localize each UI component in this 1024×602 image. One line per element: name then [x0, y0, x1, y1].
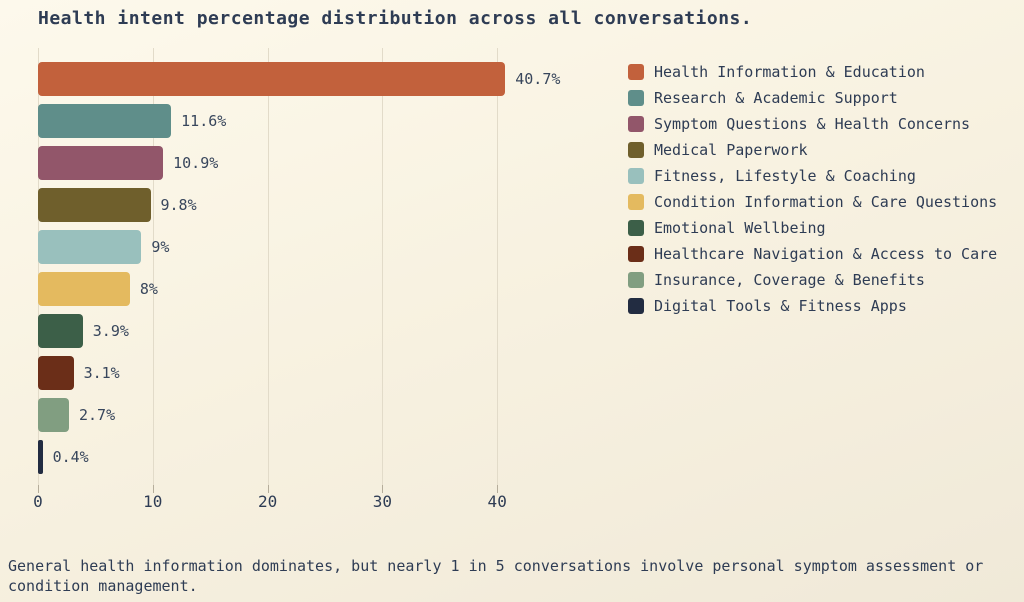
- footer-note: General health information dominates, bu…: [8, 557, 984, 595]
- legend-swatch: [628, 142, 644, 158]
- bar: [38, 188, 151, 222]
- legend-item: Research & Academic Support: [628, 85, 997, 111]
- bar-row: 40.7%: [38, 62, 612, 96]
- legend-item: Emotional Wellbeing: [628, 215, 997, 241]
- bar-row: 3.9%: [38, 314, 612, 348]
- legend-item: Health Information & Education: [628, 59, 997, 85]
- gridline-x-20: [267, 48, 269, 485]
- bar: [38, 230, 142, 264]
- bar: [38, 314, 83, 348]
- bar-value-label: 11.6%: [181, 112, 227, 130]
- bar-value-label: 2.7%: [78, 406, 116, 424]
- legend-swatch: [628, 272, 644, 288]
- legend-item: Insurance, Coverage & Benefits: [628, 267, 997, 293]
- legend-swatch: [628, 90, 644, 106]
- legend-swatch: [628, 298, 644, 314]
- legend-label: Symptom Questions & Health Concerns: [654, 115, 971, 133]
- legend-label: Digital Tools & Fitness Apps: [654, 297, 907, 315]
- bar-row: 8%: [38, 272, 612, 306]
- legend-label: Emotional Wellbeing: [654, 219, 826, 237]
- bar-row: 9.8%: [38, 188, 612, 222]
- bar-row: 9%: [38, 230, 612, 264]
- x-tick: [152, 485, 154, 493]
- bar-value-label: 40.7%: [515, 70, 561, 88]
- bar-row: 3.1%: [38, 356, 612, 390]
- bar-row: 0.4%: [38, 440, 612, 474]
- bar-value-label: 3.9%: [92, 322, 129, 340]
- x-tick: [497, 485, 499, 493]
- legend-swatch: [628, 246, 644, 262]
- legend-swatch: [628, 168, 644, 184]
- x-tick-label: 20: [257, 492, 278, 511]
- bar: [38, 440, 43, 474]
- gridline-x-30: [382, 48, 384, 485]
- x-tick: [267, 485, 269, 493]
- legend-label: Condition Information & Care Questions: [654, 193, 998, 211]
- legend-item: Digital Tools & Fitness Apps: [628, 293, 997, 319]
- bar-value-label: 0.4%: [52, 448, 89, 466]
- bar-row: 2.7%: [38, 398, 612, 432]
- legend-swatch: [628, 220, 644, 236]
- x-tick-label: 10: [143, 492, 163, 511]
- legend-swatch: [628, 194, 644, 210]
- legend-item: Healthcare Navigation & Access to Care: [628, 241, 997, 267]
- x-tick-label: 30: [372, 492, 393, 511]
- bar-row: 10.9%: [38, 146, 612, 180]
- x-tick: [38, 485, 39, 493]
- gridline-x-10: [152, 48, 154, 485]
- legend-swatch: [628, 116, 644, 132]
- bar: [38, 62, 506, 96]
- legend-swatch: [628, 64, 644, 80]
- bar-value-label: 9%: [151, 238, 170, 256]
- gridline-x-40: [497, 48, 499, 485]
- bar: [38, 356, 74, 390]
- bar: [38, 146, 164, 180]
- legend-item: Medical Paperwork: [628, 137, 997, 163]
- legend: Health Information & Education Research &…: [628, 59, 997, 319]
- bar-value-label: 3.1%: [83, 364, 120, 382]
- bar-value-label: 8%: [139, 280, 158, 298]
- bar-value-label: 10.9%: [173, 154, 219, 172]
- bar-value-label: 9.8%: [160, 196, 197, 214]
- plot-area: 40.7% 11.6% 10.9% 9.8% 9% 8% 3.9% 3.1% 2.7% 0.4%: [38, 48, 612, 485]
- legend-label: Research & Academic Support: [654, 89, 898, 107]
- legend-label: Insurance, Coverage & Benefits: [654, 271, 925, 289]
- legend-label: Fitness, Lifestyle & Coaching: [654, 167, 916, 185]
- legend-label: Healthcare Navigation & Access to Care: [654, 245, 998, 263]
- legend-label: Health Information & Education: [654, 63, 925, 81]
- bar: [38, 104, 172, 138]
- gridline-x-0: [38, 48, 39, 485]
- bar: [38, 398, 69, 432]
- x-tick-label: 40: [487, 492, 507, 511]
- bar: [38, 272, 130, 306]
- bar-row: 11.6%: [38, 104, 612, 138]
- legend-item: Symptom Questions & Health Concerns: [628, 111, 997, 137]
- legend-item: Condition Information & Care Questions: [628, 189, 997, 215]
- chart-title: Health intent percentage distribution ac…: [38, 8, 753, 29]
- legend-label: Medical Paperwork: [654, 141, 808, 159]
- x-tick-label: 0: [33, 492, 43, 511]
- x-tick: [382, 485, 384, 493]
- legend-item: Fitness, Lifestyle & Coaching: [628, 163, 997, 189]
